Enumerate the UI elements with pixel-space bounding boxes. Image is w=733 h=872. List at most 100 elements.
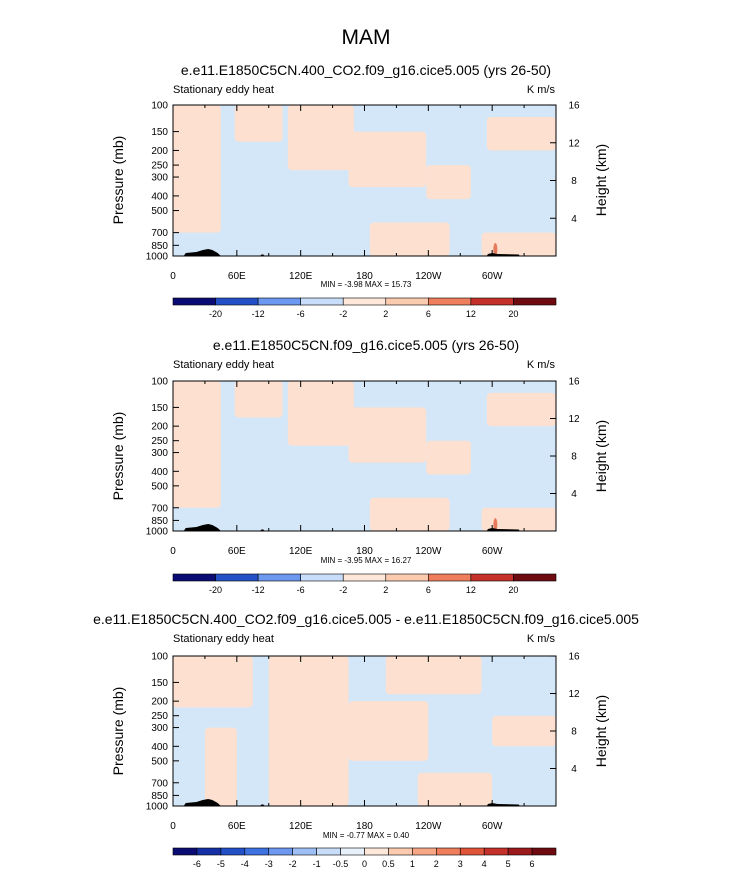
y-tick-label: 250 — [151, 436, 168, 447]
contour-positive-region — [385, 656, 482, 695]
x-tick-label: 60E — [228, 546, 246, 557]
panel-3-ylabel: Pressure (mb) — [110, 687, 126, 776]
labelbar-label: -0.5 — [333, 859, 349, 869]
labelbar-label: -2 — [339, 585, 347, 595]
x-tick-label: 60W — [482, 821, 503, 832]
labelbar-label: 6 — [426, 585, 431, 595]
labelbar-box — [340, 847, 365, 856]
x-tick-label: 60E — [228, 271, 246, 282]
height-tick-label: 8 — [571, 176, 577, 187]
labelbar-box — [172, 847, 198, 856]
y-tick-label: 700 — [151, 778, 168, 789]
contour-positive-region — [348, 701, 429, 761]
topography — [486, 253, 520, 256]
panel-2-units: K m/s — [527, 359, 556, 371]
contour-positive-region — [287, 381, 354, 446]
contour-positive-region — [348, 131, 427, 188]
labelbar-box — [436, 847, 461, 856]
labelbar-box — [342, 573, 387, 582]
labelbar-box — [483, 847, 509, 856]
panel-1-labelbar: -20 -12 -6 -2 2 6 12 20 — [172, 297, 557, 319]
labelbar-label: 20 — [508, 309, 518, 319]
contour-positive-region — [173, 656, 253, 708]
x-tick-label: 120W — [415, 821, 442, 832]
contour-positive-region — [426, 440, 471, 475]
y-tick-label: 200 — [151, 422, 168, 433]
x-tick-label: 120E — [289, 271, 313, 282]
topography — [486, 528, 520, 531]
height-tick-label: 4 — [571, 489, 577, 500]
labelbar-label: 2 — [434, 859, 439, 869]
labelbar-label: -4 — [241, 859, 249, 869]
x-tick-label: 0 — [170, 546, 176, 557]
panel-1-left-string: Stationary eddy heat — [173, 84, 274, 96]
labelbar-box — [342, 297, 387, 306]
x-tick-label: 120E — [289, 821, 313, 832]
panel-3-left-string: Stationary eddy heat — [173, 633, 274, 645]
y-tick-label: 500 — [151, 481, 168, 492]
labelbar-box — [364, 847, 389, 856]
height-tick-label: 12 — [568, 414, 580, 425]
labelbar-box — [385, 573, 429, 582]
labelbar-label: 5 — [506, 859, 511, 869]
contour-peak — [493, 518, 498, 531]
labelbar-box — [531, 847, 557, 856]
panel-2-stats: MIN = -3.95 MAX = 16.27 — [321, 556, 412, 565]
labelbar-box — [268, 847, 293, 856]
contour-positive-region — [173, 381, 221, 508]
labelbar-box — [388, 847, 413, 856]
labelbar-label: 2 — [383, 585, 388, 595]
y-tick-label: 700 — [151, 503, 168, 514]
x-tick-label: 120W — [415, 271, 442, 282]
y-tick-label: 850 — [151, 241, 168, 252]
contour-positive-region — [486, 116, 556, 151]
panel-2-ylabel: Pressure (mb) — [110, 412, 126, 501]
x-tick-label: 180 — [356, 821, 373, 832]
labelbar-label: 12 — [466, 309, 476, 319]
labelbar-label: -12 — [252, 309, 265, 319]
x-tick-label: 0 — [170, 821, 176, 832]
y-tick-label: 400 — [151, 191, 168, 202]
labelbar-box — [459, 847, 485, 856]
labelbar-label: 0 — [362, 859, 367, 869]
panel-3-labelbar: -6 -5 -4 -3 -2 -1 -0.5 0 0.5 1 2 3 4 5 6 — [172, 847, 557, 869]
labelbar-box — [257, 573, 301, 582]
topography — [486, 803, 520, 806]
topography — [183, 524, 221, 531]
labelbar-box — [300, 573, 344, 582]
y-tick-label: 850 — [151, 791, 168, 802]
y-tick-label: 1000 — [146, 527, 169, 538]
labelbar-label: 6 — [530, 859, 535, 869]
topography — [183, 799, 221, 806]
labelbar-label: 6 — [426, 309, 431, 319]
labelbar-box — [257, 297, 301, 306]
labelbar-box — [300, 297, 344, 306]
y-tick-label: 300 — [151, 173, 168, 184]
x-tick-label: 60W — [482, 546, 503, 557]
panel-1-title: e.e11.E1850C5CN.400_CO2.f09_g16.cice5.00… — [181, 62, 551, 78]
contour-positive-region — [348, 407, 427, 463]
labelbar-label: -12 — [252, 585, 265, 595]
panel-2-labelbar: -20 -12 -6 -2 2 6 12 20 — [172, 573, 557, 595]
x-tick-label: 120E — [289, 546, 313, 557]
y-tick-label: 300 — [151, 448, 168, 459]
panel-2-y2label: Height (km) — [593, 420, 609, 492]
x-tick-label: 180 — [356, 271, 373, 282]
labelbar-label: -2 — [289, 859, 297, 869]
y-tick-label: 100 — [151, 652, 168, 663]
labelbar-label: -5 — [217, 859, 225, 869]
labelbar-box — [507, 847, 533, 856]
height-tick-label: 16 — [568, 652, 580, 663]
labelbar-box — [172, 573, 216, 582]
labelbar-box — [428, 573, 472, 582]
labelbar-box — [412, 847, 437, 856]
y-tick-label: 250 — [151, 711, 168, 722]
labelbar-label: -2 — [339, 309, 347, 319]
y-tick-label: 100 — [151, 377, 168, 388]
labelbar-box — [196, 847, 222, 856]
figure-title: MAM — [342, 26, 391, 49]
